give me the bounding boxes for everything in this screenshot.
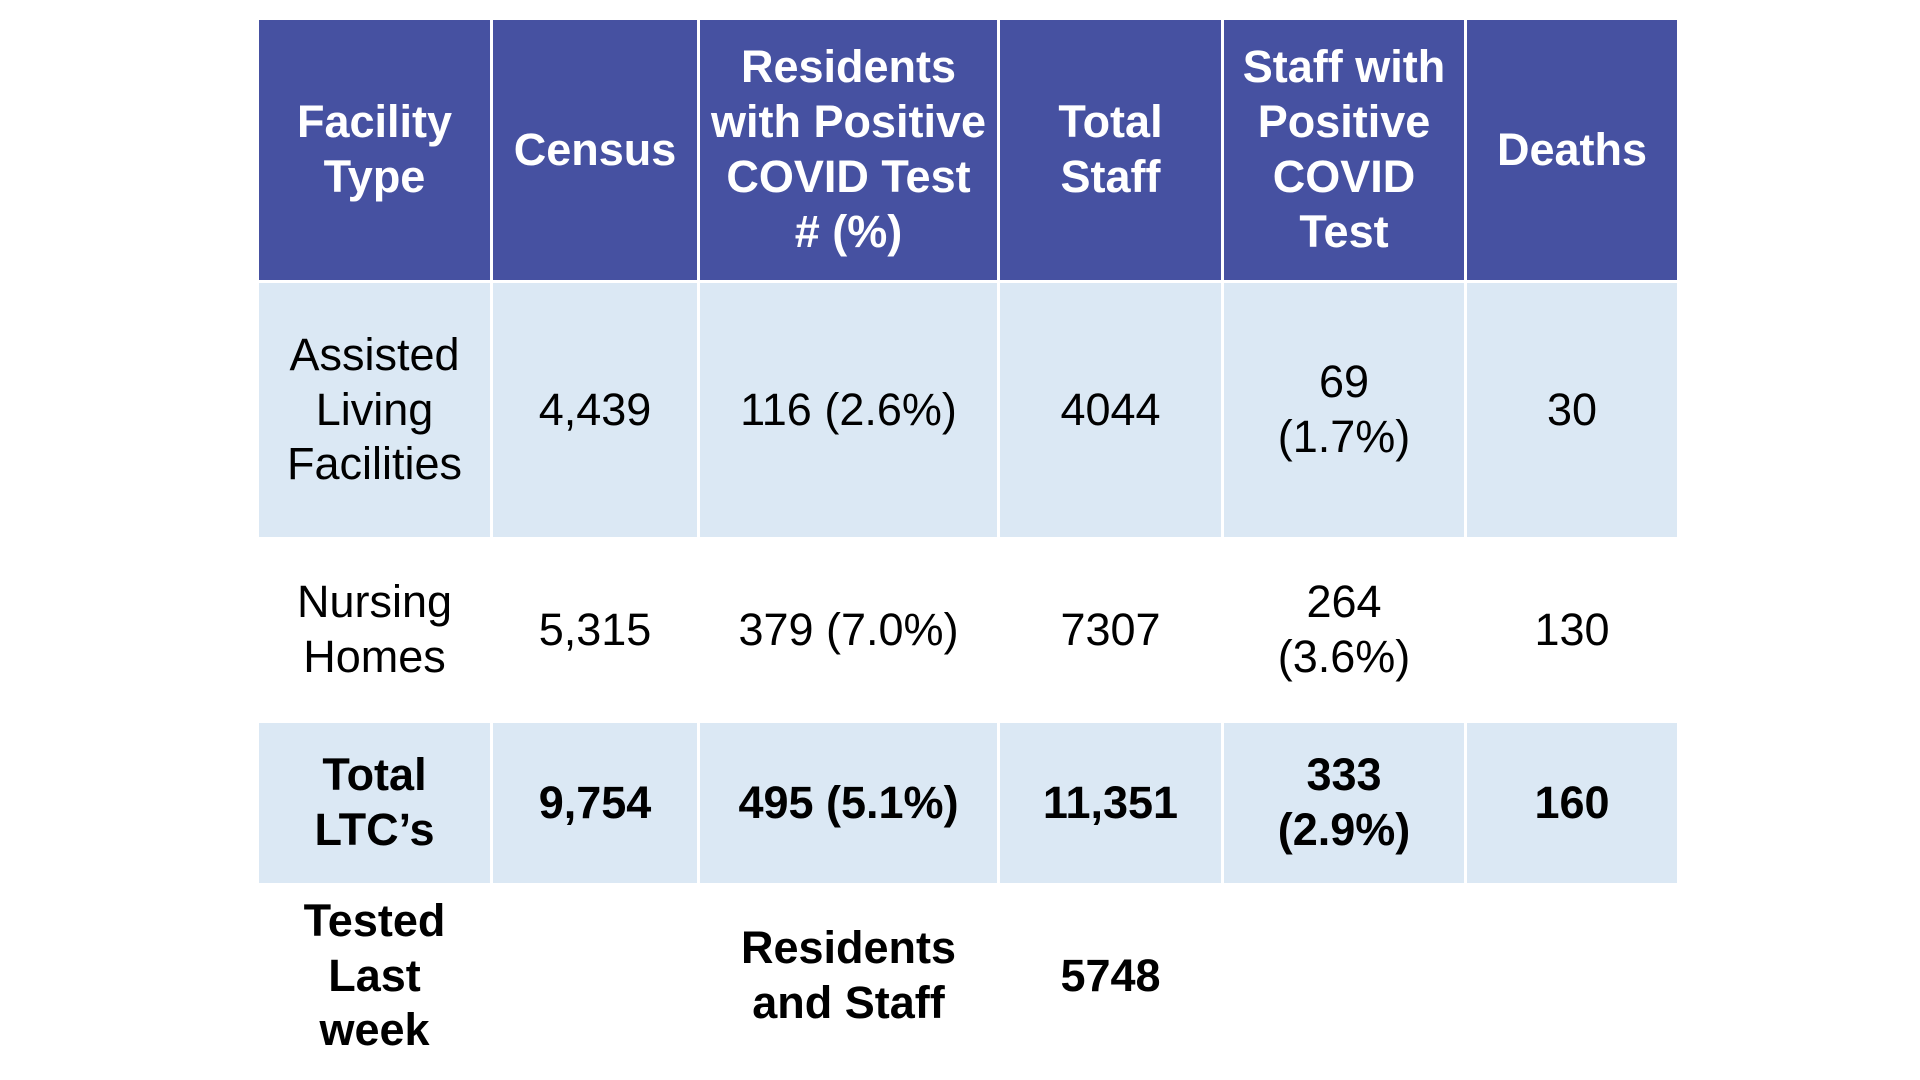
header-residents-positive: Residents with Positive COVID Test # (%) <box>700 20 997 280</box>
header-total-staff: Total Staff <box>1000 20 1221 280</box>
cell-empty <box>1224 886 1464 1066</box>
cell-deaths: 130 <box>1467 540 1677 720</box>
header-row: Facility Type Census Residents with Posi… <box>259 20 1677 280</box>
cell-total-staff: 11,351 <box>1000 723 1221 883</box>
cell-facility-type: Nursing Homes <box>259 540 490 720</box>
covid-ltc-table-container: Facility Type Census Residents with Posi… <box>259 20 1677 1066</box>
cell-total-staff: 7307 <box>1000 540 1221 720</box>
cell-tested-group: Residents and Staff <box>700 886 997 1066</box>
covid-ltc-table: Facility Type Census Residents with Posi… <box>256 17 1680 1069</box>
cell-census: 9,754 <box>493 723 697 883</box>
cell-staff-positive: 264 (3.6%) <box>1224 540 1464 720</box>
cell-total-staff: 4044 <box>1000 283 1221 537</box>
header-staff-positive: Staff with Positive COVID Test <box>1224 20 1464 280</box>
table-row-nursing-homes: Nursing Homes 5,315 379 (7.0%) 7307 264 … <box>259 540 1677 720</box>
cell-deaths: 30 <box>1467 283 1677 537</box>
cell-residents-positive: 116 (2.6%) <box>700 283 997 537</box>
cell-facility-type: Total LTC’s <box>259 723 490 883</box>
cell-census: 5,315 <box>493 540 697 720</box>
cell-facility-type: Assisted Living Facilities <box>259 283 490 537</box>
cell-empty <box>1467 886 1677 1066</box>
cell-census: 4,439 <box>493 283 697 537</box>
header-census: Census <box>493 20 697 280</box>
cell-tested-label: Tested Last week <box>259 886 490 1066</box>
table-row-assisted-living: Assisted Living Facilities 4,439 116 (2.… <box>259 283 1677 537</box>
cell-staff-positive: 69 (1.7%) <box>1224 283 1464 537</box>
cell-empty <box>493 886 697 1066</box>
cell-residents-positive: 495 (5.1%) <box>700 723 997 883</box>
cell-tested-value: 5748 <box>1000 886 1221 1066</box>
cell-residents-positive: 379 (7.0%) <box>700 540 997 720</box>
cell-staff-positive: 333 (2.9%) <box>1224 723 1464 883</box>
cell-deaths: 160 <box>1467 723 1677 883</box>
table-row-tested-last-week: Tested Last week Residents and Staff 574… <box>259 886 1677 1066</box>
header-deaths: Deaths <box>1467 20 1677 280</box>
table-row-total-ltcs: Total LTC’s 9,754 495 (5.1%) 11,351 333 … <box>259 723 1677 883</box>
header-facility-type: Facility Type <box>259 20 490 280</box>
